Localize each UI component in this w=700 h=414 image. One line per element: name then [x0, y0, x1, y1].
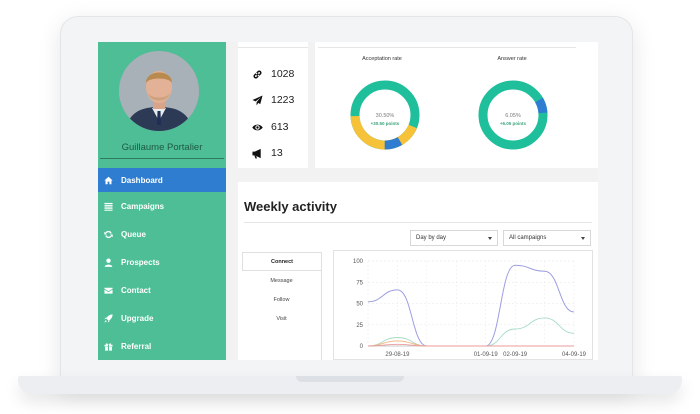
avatar-photo	[119, 51, 199, 131]
stat-connections: 1028	[252, 67, 294, 81]
sidebar-item-prospects[interactable]: Prospects	[98, 248, 226, 276]
activity-tabs: Connect Message Follow Visit	[242, 252, 321, 328]
stat-views: 613	[252, 120, 289, 134]
stat-value: 1223	[271, 94, 295, 106]
tab-visit[interactable]: Visit	[276, 315, 287, 322]
user-divider	[100, 158, 224, 159]
sidebar-item-label: Contact	[121, 285, 151, 295]
sidebar-item-contact[interactable]: Contact	[98, 276, 226, 304]
period-select-value: Day by day	[416, 235, 447, 241]
rates-divider	[318, 47, 576, 48]
laptop-notch	[296, 376, 404, 382]
weekly-activity-card: Weekly activity Day by day All campaigns…	[238, 182, 598, 360]
tab-follow[interactable]: Follow	[273, 296, 290, 303]
sidebar-item-label: Upgrade	[121, 313, 154, 323]
campaign-select-value: All campaigns	[509, 235, 547, 241]
chevron-down-icon	[488, 237, 492, 240]
period-select[interactable]: Day by day	[410, 230, 498, 246]
stat-value: 613	[271, 121, 289, 133]
tab-message[interactable]: Message	[270, 277, 293, 284]
series-line-0	[367, 264, 575, 347]
weekly-activity-chart: 0 25 50 75 100 29-08-19 01-09-19 02-09-19 04-09-…	[333, 250, 593, 360]
x-tick-label: 01-09-19	[474, 352, 499, 358]
stats-card: 1028 1223 613 13	[238, 42, 308, 168]
link-icon	[253, 70, 262, 78]
sidebar: Guillaume Portalier Dashboard Campaigns …	[98, 42, 226, 360]
y-tick-label: 75	[356, 280, 363, 286]
sidebar-item-campaigns[interactable]: Campaigns	[98, 192, 226, 220]
tabs-divider	[321, 252, 322, 360]
series-line-3	[367, 343, 574, 347]
tab-connect[interactable]: Connect	[242, 252, 321, 271]
sidebar-item-label: Prospects	[121, 257, 160, 267]
sidebar-item-label: Queue	[121, 229, 146, 239]
answer-rate-value: 6.05%	[505, 113, 521, 119]
user-icon	[104, 258, 113, 267]
sidebar-item-label: Campaigns	[121, 201, 165, 211]
series-line-1	[367, 317, 575, 347]
acceptance-rate-value: 30.50%	[375, 113, 395, 119]
x-tick-label: 29-08-19	[385, 352, 410, 358]
user-name: Guillaume Portalier	[121, 142, 203, 153]
stat-campaigns: 13	[252, 146, 283, 160]
rates-card: Acceptation rate 30.50% +30.50 points An…	[315, 42, 598, 168]
acceptance-rate-donut	[350, 80, 420, 150]
stats-divider	[238, 47, 308, 48]
y-tick-label: 100	[353, 259, 364, 265]
sidebar-item-dashboard[interactable]: Dashboard	[98, 168, 226, 192]
answer-rate-delta: +6.05 points	[499, 121, 527, 126]
sidebar-item-queue[interactable]: Queue	[98, 220, 226, 248]
sidebar-nav: Dashboard Campaigns Queue Prospects Cont…	[98, 168, 226, 360]
x-tick-label: 04-09-19	[562, 352, 587, 358]
sidebar-item-label: Dashboard	[121, 175, 163, 185]
sidebar-item-referral[interactable]: Referral	[98, 332, 226, 360]
sidebar-item-upgrade[interactable]: Upgrade	[98, 304, 226, 332]
rocket-icon	[104, 313, 113, 323]
laptop-base	[18, 376, 682, 394]
y-tick-label: 25	[356, 323, 363, 329]
chevron-down-icon	[581, 237, 585, 240]
acceptance-rate-delta: +30.50 points	[370, 121, 400, 126]
list-icon	[104, 202, 113, 211]
stat-value: 13	[271, 147, 283, 159]
eye-icon	[252, 124, 263, 130]
line-chart: 0 25 50 75 100 29-08-19 01-09-19 02-09-19 04-09-…	[353, 259, 587, 358]
paper-plane-icon	[252, 94, 263, 106]
stat-value: 1028	[271, 68, 295, 80]
envelope-icon	[104, 287, 113, 294]
answer-rate-donut	[478, 80, 548, 150]
weekly-activity-title: Weekly activity	[244, 199, 337, 214]
refresh-icon	[104, 230, 113, 238]
y-tick-label: 50	[356, 302, 363, 308]
gift-icon	[104, 342, 113, 351]
y-tick-label: 0	[360, 344, 364, 350]
sidebar-item-label: Referral	[121, 341, 152, 351]
stat-messages: 1223	[252, 93, 294, 107]
megaphone-icon	[252, 148, 261, 159]
x-tick-label: 02-09-19	[503, 352, 528, 358]
app-screen: Guillaume Portalier Dashboard Campaigns …	[98, 42, 598, 360]
series-line-2	[367, 340, 574, 347]
home-icon	[104, 176, 113, 184]
weekly-divider	[244, 222, 592, 223]
answer-rate-label: Answer rate	[497, 56, 527, 62]
acceptance-rate-label: Acceptation rate	[362, 56, 402, 62]
avatar[interactable]	[119, 51, 199, 131]
campaign-select[interactable]: All campaigns	[503, 230, 591, 246]
